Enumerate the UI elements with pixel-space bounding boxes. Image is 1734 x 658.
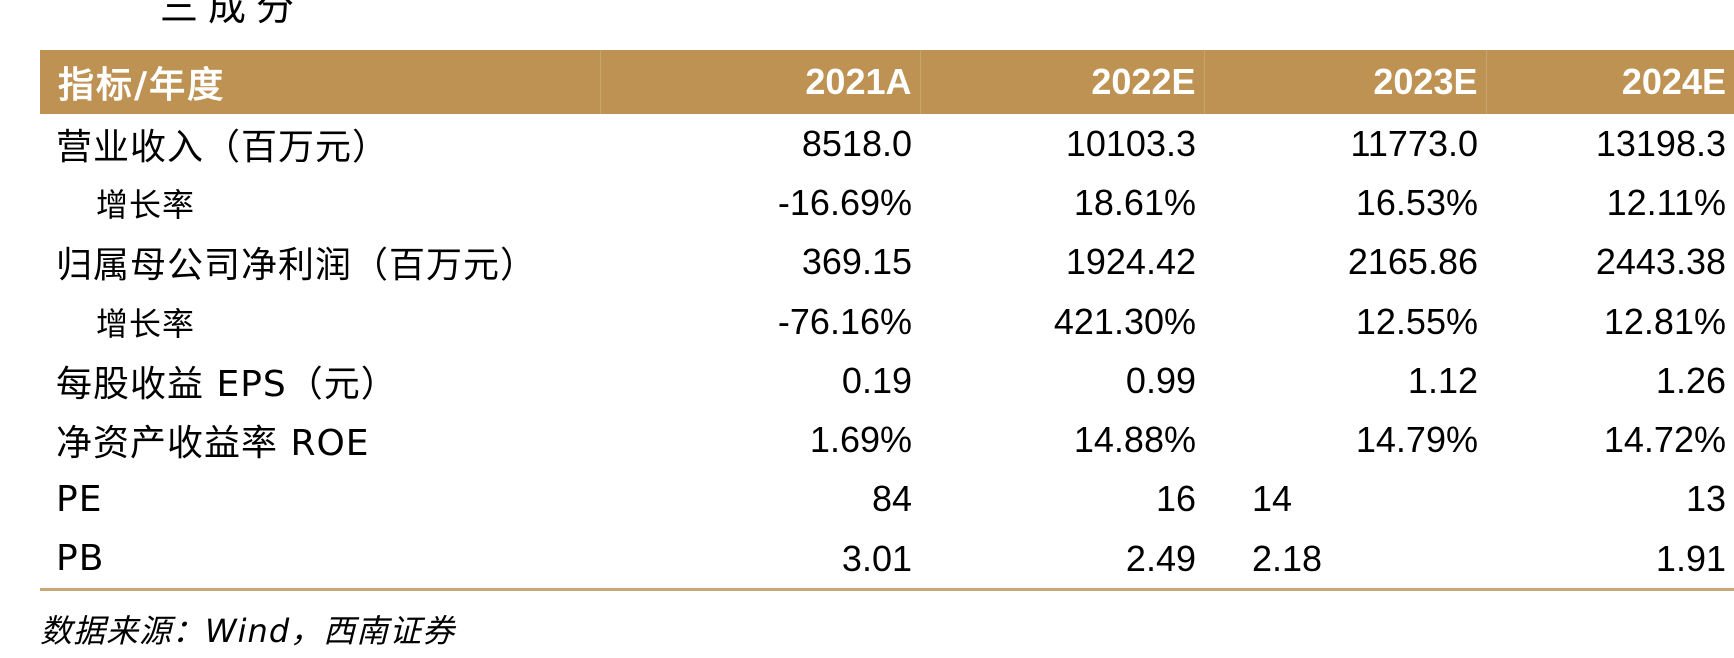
table-row-net-profit-growth: 增长率 -76.16% 421.30% 12.55% 12.81%	[40, 292, 1734, 351]
table-cell: 2443.38	[1595, 241, 1726, 283]
row-label: 增长率	[96, 185, 196, 224]
table-row-pb: PB 3.01 2.49 2.18 1.91	[40, 529, 1734, 592]
header-year-2021a: 2021A	[599, 50, 920, 114]
data-source-note: 数据来源：Wind，西南证券	[40, 612, 456, 650]
table-cell: 0.99	[1125, 359, 1196, 401]
table-header-row: 指标/年度 2021A 2022E 2023E 2024E	[40, 50, 1734, 114]
header-indicator-year: 指标/年度	[40, 50, 600, 114]
header-year-2023e: 2023E	[1203, 50, 1486, 114]
table-cell: 12.55%	[1355, 300, 1478, 342]
table-row-revenue: 营业收入（百万元） 8518.0 10103.3 11773.0 13198.3	[40, 114, 1734, 173]
table-cell: 1.26	[1655, 359, 1726, 401]
table-cell: 11773.0	[1350, 122, 1478, 164]
table-cell: -16.69%	[777, 181, 912, 223]
row-label: PE	[56, 478, 103, 520]
table-cell: 13198.3	[1595, 122, 1726, 164]
table-cell: 14	[1252, 478, 1293, 520]
table-cell: 12.11%	[1606, 181, 1726, 223]
table-cell: 10103.3	[1065, 122, 1196, 164]
table-cell: 84	[871, 478, 912, 520]
table-row-eps: 每股收益 EPS（元） 0.19 0.99 1.12 1.26	[40, 351, 1734, 410]
table-cell: 2165.86	[1347, 241, 1478, 283]
header-year-2024e: 2024E	[1485, 50, 1734, 114]
table-row-roe: 净资产收益率 ROE 1.69% 14.88% 14.79% 14.72%	[40, 410, 1734, 469]
table-cell: 421.30%	[1053, 300, 1196, 342]
table-cell: 13	[1685, 478, 1726, 520]
financial-forecast-table: 指标/年度 2021A 2022E 2023E 2024E 营业收入（百万元） …	[40, 50, 1734, 592]
table-cell: 12.81%	[1603, 300, 1726, 342]
row-label: 营业收入（百万元）	[56, 126, 390, 168]
table-cell: 1.91	[1486, 529, 1734, 592]
row-label: PB	[40, 529, 600, 592]
row-label: 每股收益 EPS（元）	[56, 363, 398, 405]
header-year-2022e: 2022E	[919, 50, 1204, 114]
table-cell: 1.12	[1407, 359, 1478, 401]
table-cell: 18.61%	[1073, 181, 1196, 223]
table-cell: 369.15	[801, 241, 912, 283]
row-label: 净资产收益率 ROE	[56, 423, 370, 465]
table-cell: 1924.42	[1065, 241, 1196, 283]
table-cell: 0.19	[841, 359, 912, 401]
table-cell: 16.53%	[1355, 181, 1478, 223]
table-cell: 14.88%	[1073, 419, 1196, 461]
table-cell: 1.69%	[809, 419, 912, 461]
table-row-pe: PE 84 16 14 13	[40, 470, 1734, 529]
row-label: 增长率	[96, 304, 196, 343]
row-label: 归属母公司净利润（百万元）	[56, 245, 538, 287]
table-row-revenue-growth: 增长率 -16.69% 18.61% 16.53% 12.11%	[40, 173, 1734, 232]
table-cell: 14.79%	[1355, 419, 1478, 461]
table-cell: 8518.0	[801, 122, 912, 164]
cropped-heading-fragment: 三成分	[160, 0, 305, 29]
table-cell: -76.16%	[777, 300, 912, 342]
table-cell: 16	[1155, 478, 1196, 520]
table-cell: 2.18	[1204, 529, 1486, 592]
table-cell: 14.72%	[1603, 419, 1726, 461]
table-cell: 3.01	[600, 529, 920, 592]
table-cell: 2.49	[920, 529, 1204, 592]
table-row-net-profit: 归属母公司净利润（百万元） 369.15 1924.42 2165.86 244…	[40, 233, 1734, 292]
